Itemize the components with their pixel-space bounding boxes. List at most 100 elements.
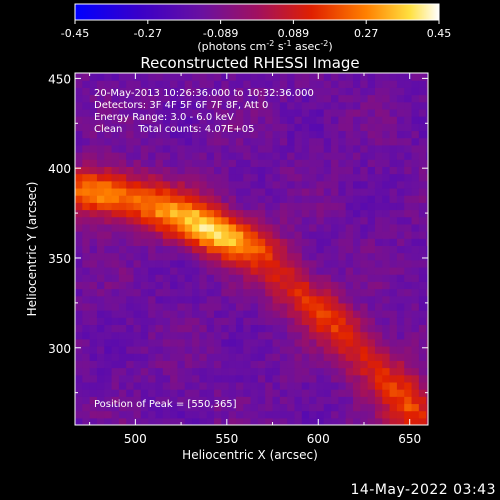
heatmap-pixel: [199, 245, 208, 254]
heatmap-pixel: [243, 417, 252, 425]
heatmap-pixel: [272, 94, 281, 103]
heatmap-pixel: [360, 324, 369, 333]
heatmap-pixel: [221, 353, 230, 361]
heatmap-pixel: [89, 173, 98, 182]
heatmap-pixel: [411, 403, 420, 412]
heatmap-pixel: [360, 338, 369, 347]
heatmap-pixel: [367, 166, 376, 175]
heatmap-pixel: [404, 108, 413, 117]
heatmap-pixel: [75, 130, 83, 139]
heatmap-pixel: [338, 288, 347, 297]
heatmap-pixel: [243, 166, 252, 175]
heatmap-pixel: [309, 345, 318, 354]
heatmap-pixel: [389, 310, 398, 318]
heatmap-pixel: [382, 353, 391, 361]
heatmap-pixel: [338, 137, 347, 146]
heatmap-pixel: [89, 266, 98, 275]
heatmap-pixel: [374, 302, 383, 311]
heatmap-pixel: [243, 324, 252, 333]
heatmap-pixel: [162, 274, 171, 282]
heatmap-pixel: [338, 94, 347, 103]
heatmap-pixel: [294, 166, 303, 175]
heatmap-pixel: [184, 310, 193, 318]
heatmap-pixel: [126, 410, 135, 419]
heatmap-pixel: [309, 302, 318, 311]
heatmap-pixel: [162, 94, 171, 103]
heatmap-pixel: [345, 130, 354, 139]
heatmap-pixel: [162, 101, 171, 110]
heatmap-pixel: [345, 238, 354, 246]
heatmap-pixel: [177, 123, 186, 132]
heatmap-pixel: [360, 73, 369, 81]
heatmap-pixel: [345, 396, 354, 405]
heatmap-pixel: [206, 159, 215, 167]
heatmap-pixel: [338, 266, 347, 275]
heatmap-pixel: [75, 252, 83, 261]
heatmap-pixel: [287, 173, 296, 182]
heatmap-pixel: [418, 231, 427, 239]
heatmap-pixel: [214, 159, 222, 167]
heatmap-pixel: [162, 331, 171, 340]
heatmap-pixel: [389, 195, 398, 203]
heatmap-pixel: [199, 324, 208, 333]
heatmap-pixel: [148, 310, 157, 318]
heatmap-pixel: [96, 123, 105, 132]
heatmap-pixel: [374, 116, 383, 124]
heatmap-pixel: [426, 195, 428, 203]
heatmap-pixel: [265, 367, 274, 376]
heatmap-pixel: [155, 360, 164, 369]
heatmap-pixel: [82, 374, 91, 383]
heatmap-pixel: [389, 231, 398, 239]
heatmap-pixel: [257, 223, 266, 232]
heatmap-pixel: [104, 166, 113, 175]
heatmap-pixel: [184, 374, 193, 383]
heatmap-pixel: [265, 238, 274, 246]
heatmap-pixel: [126, 310, 135, 318]
heatmap-pixel: [294, 403, 303, 412]
heatmap-pixel: [250, 259, 259, 268]
heatmap-pixel: [345, 281, 354, 290]
heatmap-pixel: [192, 173, 200, 182]
heatmap-pixel: [367, 173, 376, 182]
heatmap-pixel: [89, 116, 98, 124]
heatmap-pixel: [170, 353, 179, 361]
heatmap-pixel: [309, 116, 318, 124]
heatmap-pixel: [418, 137, 427, 146]
heatmap-pixel: [316, 360, 325, 369]
heatmap-pixel: [367, 252, 376, 261]
heatmap-pixel: [82, 403, 91, 412]
heatmap-pixel: [96, 374, 105, 383]
heatmap-pixel: [228, 417, 237, 425]
heatmap-pixel: [250, 108, 259, 117]
heatmap-pixel: [272, 87, 281, 96]
heatmap-pixel: [309, 353, 318, 361]
heatmap-pixel: [170, 259, 179, 268]
heatmap-pixel: [184, 295, 193, 304]
heatmap-pixel: [287, 180, 296, 189]
heatmap-pixel: [235, 202, 244, 211]
heatmap-pixel: [82, 116, 91, 124]
heatmap-pixel: [374, 381, 383, 390]
x-tick-label: 500: [124, 432, 147, 446]
heatmap-pixel: [82, 252, 91, 261]
heatmap-pixel: [206, 87, 215, 96]
heatmap-pixel: [257, 259, 266, 268]
heatmap-pixel: [389, 345, 398, 354]
heatmap-pixel: [155, 396, 164, 405]
heatmap-pixel: [96, 338, 105, 347]
heatmap-pixel: [148, 152, 157, 160]
heatmap-pixel: [287, 338, 296, 347]
heatmap-pixel: [104, 367, 113, 376]
heatmap-pixel: [418, 238, 427, 246]
heatmap-pixel: [184, 367, 193, 376]
heatmap-pixel: [82, 389, 91, 397]
heatmap-pixel: [323, 80, 332, 88]
heatmap-pixel: [133, 389, 142, 397]
heatmap-pixel: [126, 317, 135, 326]
heatmap-pixel: [323, 195, 332, 203]
heatmap-pixel: [367, 317, 376, 326]
heatmap-pixel: [148, 195, 157, 203]
heatmap-pixel: [177, 180, 186, 189]
heatmap-pixel: [418, 101, 427, 110]
heatmap-pixel: [294, 238, 303, 246]
